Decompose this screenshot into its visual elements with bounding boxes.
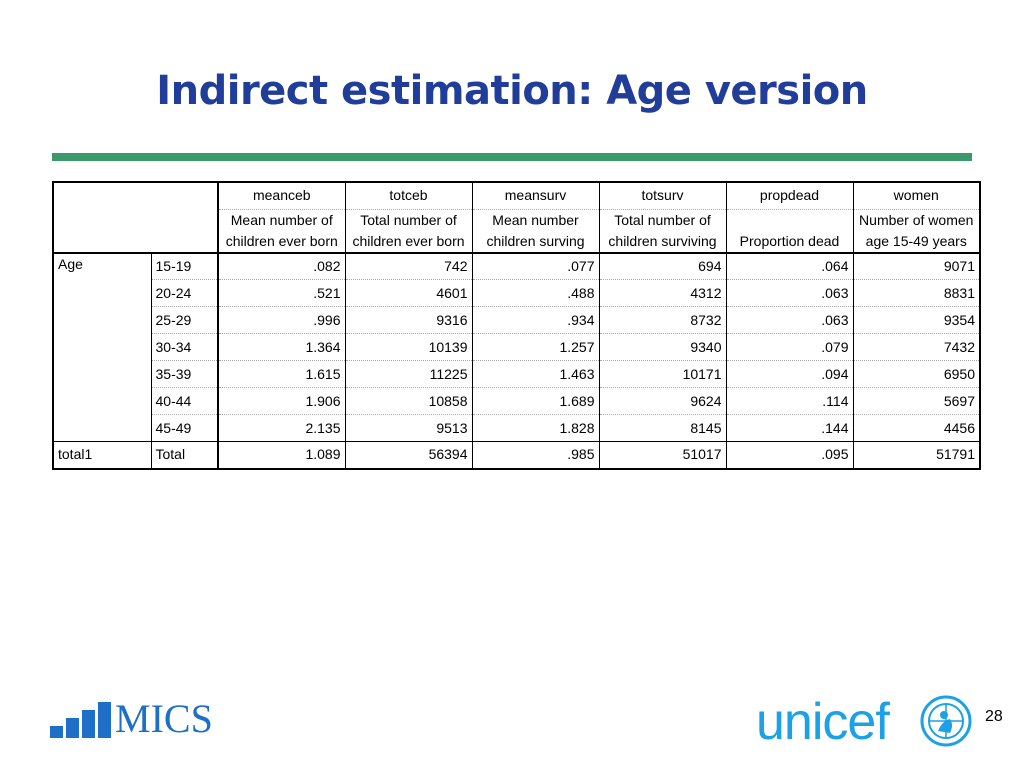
var-name-totceb: totceb <box>345 181 473 210</box>
row-label: 35-39 <box>151 360 219 388</box>
cell-meansurv: 1.463 <box>472 360 600 388</box>
row-label: 25-29 <box>151 306 219 334</box>
var-label-propdead: Proportion dead <box>726 209 854 254</box>
cell-meansurv: .488 <box>472 279 600 307</box>
group-label-age: Age <box>52 252 152 442</box>
cell-meanceb: 1.906 <box>218 387 346 415</box>
cell-women: 9071 <box>853 252 981 280</box>
cell-propdead: .094 <box>726 360 854 388</box>
var-label-totceb: Total number of children ever born <box>345 209 473 254</box>
mics-logo: MICS <box>50 696 213 741</box>
page-title: Indirect estimation: Age version <box>156 68 868 114</box>
cell-women: 8831 <box>853 279 981 307</box>
mics-bars-icon <box>50 702 111 738</box>
row-label: 30-34 <box>151 333 219 361</box>
indirect-estimation-table: meanceb totceb meansurv totsurv propdead… <box>52 181 981 470</box>
cell-totceb: 10139 <box>345 333 473 361</box>
var-label-meanceb: Mean number of children ever born <box>218 209 346 254</box>
table-row: 25-29 .996 9316 .934 8732 .063 9354 <box>53 306 981 334</box>
var-name-row: meanceb totceb meansurv totsurv propdead… <box>52 181 981 254</box>
cell-meansurv: .077 <box>472 252 600 280</box>
var-name-propdead: propdead <box>726 181 854 210</box>
table-row: 30-34 1.364 10139 1.257 9340 .079 7432 <box>53 333 981 361</box>
cell-totsurv: 694 <box>599 252 727 280</box>
table-row: 45-49 2.135 9513 1.828 8145 .144 4456 <box>53 414 981 442</box>
cell-totsurv: 8732 <box>599 306 727 334</box>
cell-totceb: 9513 <box>345 414 473 442</box>
cell-women: 51791 <box>853 441 981 470</box>
cell-meansurv: 1.257 <box>472 333 600 361</box>
row-label: 20-24 <box>151 279 219 307</box>
cell-meanceb: .996 <box>218 306 346 334</box>
cell-totceb: 56394 <box>345 441 473 470</box>
row-label: 40-44 <box>151 387 219 415</box>
group-label-total: total1 <box>52 441 152 470</box>
cell-totsurv: 9624 <box>599 387 727 415</box>
cell-meanceb: 1.364 <box>218 333 346 361</box>
var-name-meanceb: meanceb <box>218 181 346 210</box>
cell-totceb: 742 <box>345 252 473 280</box>
cell-meanceb: 1.089 <box>218 441 346 470</box>
cell-totceb: 4601 <box>345 279 473 307</box>
title-divider <box>52 153 972 161</box>
var-name-women: women <box>853 181 981 210</box>
cell-meanceb: .521 <box>218 279 346 307</box>
cell-women: 7432 <box>853 333 981 361</box>
var-label-totsurv: Total number of children surviving <box>599 209 727 254</box>
cell-totsurv: 10171 <box>599 360 727 388</box>
cell-totsurv: 9340 <box>599 333 727 361</box>
row-label: 45-49 <box>151 414 219 442</box>
cell-meansurv: .934 <box>472 306 600 334</box>
cell-women: 5697 <box>853 387 981 415</box>
row-label: 15-19 <box>151 252 219 280</box>
unicef-emblem-icon <box>920 695 972 747</box>
cell-totceb: 9316 <box>345 306 473 334</box>
mics-wordmark: MICS <box>115 696 213 741</box>
unicef-wordmark: unicef <box>756 693 890 751</box>
cell-propdead: .064 <box>726 252 854 280</box>
cell-propdead: .144 <box>726 414 854 442</box>
table-row: 40-44 1.906 10858 1.689 9624 .114 5697 <box>53 387 981 415</box>
cell-meanceb: .082 <box>218 252 346 280</box>
table-row: Age 15-19 .082 742 .077 694 .064 9071 <box>52 252 981 442</box>
var-label-row: Mean number of children ever born Total … <box>53 209 981 254</box>
cell-meansurv: .985 <box>472 441 600 470</box>
stub-corner <box>52 181 219 254</box>
table-row: 35-39 1.615 11225 1.463 10171 .094 6950 <box>53 360 981 388</box>
cell-propdead: .114 <box>726 387 854 415</box>
cell-totsurv: 4312 <box>599 279 727 307</box>
var-label-meansurv: Mean number children surving <box>472 209 600 254</box>
table-row: 20-24 .521 4601 .488 4312 .063 8831 <box>53 279 981 307</box>
var-label-women: Number of women age 15-49 years <box>853 209 981 254</box>
total-row: total1 Total 1.089 56394 .985 51017 .095… <box>52 441 981 470</box>
cell-propdead: .063 <box>726 306 854 334</box>
cell-totsurv: 8145 <box>599 414 727 442</box>
cell-totceb: 10858 <box>345 387 473 415</box>
page-number: 28 <box>985 708 1003 725</box>
row-label-total: Total <box>151 441 219 470</box>
cell-women: 4456 <box>853 414 981 442</box>
cell-totsurv: 51017 <box>599 441 727 470</box>
cell-meanceb: 1.615 <box>218 360 346 388</box>
cell-meansurv: 1.828 <box>472 414 600 442</box>
cell-totceb: 11225 <box>345 360 473 388</box>
cell-women: 6950 <box>853 360 981 388</box>
cell-propdead: .063 <box>726 279 854 307</box>
cell-meansurv: 1.689 <box>472 387 600 415</box>
var-name-meansurv: meansurv <box>472 181 600 210</box>
cell-meanceb: 2.135 <box>218 414 346 442</box>
cell-propdead: .095 <box>726 441 854 470</box>
cell-propdead: .079 <box>726 333 854 361</box>
var-name-totsurv: totsurv <box>599 181 727 210</box>
cell-women: 9354 <box>853 306 981 334</box>
